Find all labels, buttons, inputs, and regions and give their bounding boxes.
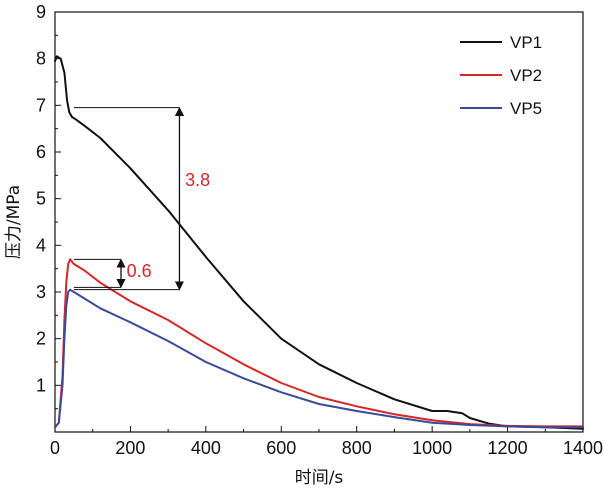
x-tick-label: 200	[115, 438, 145, 458]
x-axis-ticks: 0 200 400 600 800 1000 1200 1400	[50, 426, 603, 458]
y-tick-label: 2	[36, 329, 46, 349]
x-tick-label: 1400	[563, 438, 603, 458]
legend-label-vp2: VP2	[510, 66, 542, 85]
y-tick-label: 9	[36, 2, 46, 22]
x-tick-label: 600	[266, 438, 296, 458]
x-tick-label: 800	[342, 438, 372, 458]
x-tick-label: 0	[50, 438, 60, 458]
y-tick-label: 4	[36, 235, 46, 255]
y-tick-label: 6	[36, 142, 46, 162]
y-tick-label: 8	[36, 49, 46, 69]
legend-label-vp5: VP5	[510, 99, 542, 118]
x-tick-label: 400	[191, 438, 221, 458]
plot-frame	[54, 11, 584, 433]
y-tick-label: 1	[36, 375, 46, 395]
legend-label-vp1: VP1	[510, 33, 542, 52]
series-line-vp2	[54, 258, 584, 429]
annotation-label: 0.6	[127, 261, 152, 281]
annotations: 3.8 0.6	[73, 106, 210, 291]
legend: VP1 VP2 VP5	[460, 33, 542, 118]
series-lines	[54, 55, 584, 430]
series-line-vp1	[54, 55, 584, 430]
x-tick-label: 1200	[488, 438, 528, 458]
y-tick-label: 3	[36, 282, 46, 302]
y-tick-label: 7	[36, 95, 46, 115]
series-line-vp5	[54, 288, 584, 429]
annotation-label: 3.8	[185, 170, 210, 190]
y-axis-title: 压力/MPa	[4, 185, 24, 259]
x-axis-title: 时间/s	[295, 468, 344, 488]
y-tick-label: 5	[36, 189, 46, 209]
x-tick-label: 1000	[412, 438, 452, 458]
y-axis-ticks: 1 2 3 4 5 6 7 8 9	[36, 2, 61, 410]
